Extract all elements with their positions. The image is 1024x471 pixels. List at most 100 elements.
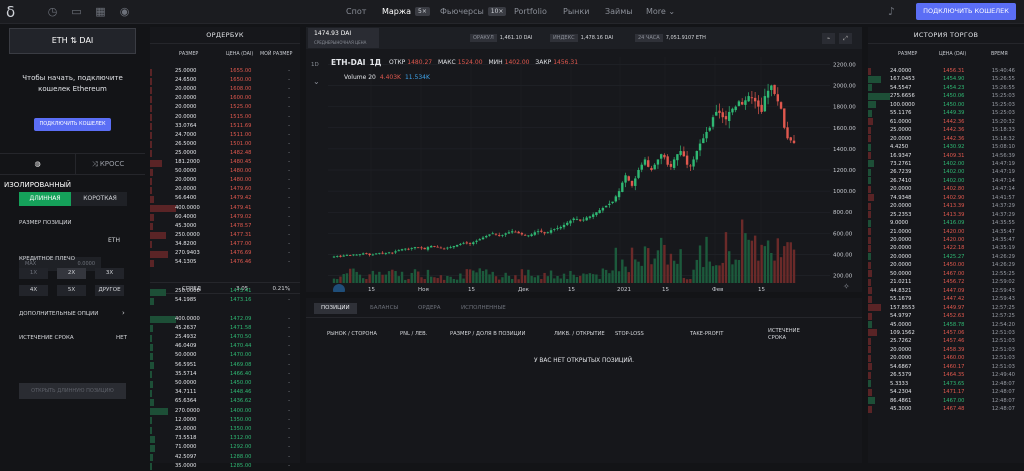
table-row[interactable]: 400.0000 1479.41 -	[150, 205, 300, 213]
table-row[interactable]: 54.9797 1452.63 12:57:25	[868, 312, 1024, 320]
grid-icon[interactable]: ▦	[95, 5, 106, 18]
connect-wallet-small-button[interactable]: ПОДКЛЮЧИТЬ КОШЕЛЕК	[34, 118, 111, 131]
table-row[interactable]: 20.0000 1413.39 14:37:29	[868, 202, 1024, 210]
table-row[interactable]: 20.0000 1425.27 14:26:29	[868, 253, 1024, 261]
table-row[interactable]: 42.5097 1288.00 -	[150, 454, 300, 462]
table-row[interactable]: 50.0000 1450.00 -	[150, 380, 300, 388]
table-row[interactable]: 250.0000 1473.41 -	[150, 288, 300, 296]
chevron-right-icon[interactable]: ›	[122, 309, 125, 317]
table-row[interactable]: 46.0409 1470.44 -	[150, 343, 300, 351]
table-row[interactable]: 20.0000 1450.00 14:26:29	[868, 261, 1024, 269]
table-row[interactable]: 25.0000 1482.48 -	[150, 150, 300, 158]
table-row[interactable]: 21.0211 1456.72 12:59:02	[868, 278, 1024, 286]
table-row[interactable]: 34.7111 1448.46 -	[150, 389, 300, 397]
table-row[interactable]: 25.0000 1442.36 15:18:33	[868, 126, 1024, 134]
indicators-icon[interactable]: ⌁	[822, 33, 835, 44]
table-row[interactable]: 44.8321 1447.09 12:59:43	[868, 287, 1024, 295]
nav-margin[interactable]: Маржа 5×	[382, 0, 430, 24]
leverage-1x[interactable]: 1X	[19, 268, 48, 279]
table-row[interactable]: 33.0764 1511.69 -	[150, 123, 300, 131]
table-row[interactable]: 24.6500 1650.00 -	[150, 77, 300, 85]
table-row[interactable]: 25.0000 1350.00 -	[150, 426, 300, 434]
table-row[interactable]: 20.0000 1460.00 12:51:03	[868, 354, 1024, 362]
table-row[interactable]: 45.3000 1467.48 12:48:07	[868, 405, 1024, 413]
leverage-other[interactable]: ДРУГОЕ	[95, 285, 124, 296]
gamepad-icon[interactable]: ◉	[119, 5, 130, 18]
table-row[interactable]: 21.0000 1420.00 14:35:47	[868, 228, 1024, 236]
nav-markets[interactable]: Рынки	[563, 7, 590, 16]
table-row[interactable]: 9.0000 1416.09 14:35:55	[868, 219, 1024, 227]
tab-positions[interactable]: ПОЗИЦИИ	[314, 303, 357, 314]
price-chart[interactable]: 2200.00 2000.00 1800.00 1600.00 1400.00 1200.…	[306, 49, 862, 292]
table-row[interactable]: 54.1305 1476.46 -	[150, 259, 300, 267]
nav-loans[interactable]: Займы	[605, 7, 633, 16]
table-row[interactable]: 65.6364 1436.62 -	[150, 398, 300, 406]
table-row[interactable]: 109.1562 1457.06 12:51:03	[868, 329, 1024, 337]
table-row[interactable]: 20.0000 1608.00 -	[150, 86, 300, 94]
table-row[interactable]: 34.8200 1477.00 -	[150, 241, 300, 249]
table-row[interactable]: 35.5714 1466.40 -	[150, 371, 300, 379]
table-row[interactable]: 25.0000 1655.00 -	[150, 68, 300, 76]
nav-portfolio[interactable]: Portfolio	[514, 7, 547, 16]
table-row[interactable]: 20.0000 1600.00 -	[150, 95, 300, 103]
table-row[interactable]: 54.1985 1473.16 -	[150, 297, 300, 305]
table-row[interactable]: 56.6400 1479.42 -	[150, 195, 300, 203]
table-row[interactable]: 100.0000 1450.00 15:25:03	[868, 101, 1024, 109]
table-row[interactable]: 56.5951 1469.08 -	[150, 362, 300, 370]
table-row[interactable]: 54.6867 1460.17 12:51:03	[868, 363, 1024, 371]
connect-wallet-button[interactable]: ПОДКЛЮЧИТЬ КОШЕЛЕК	[916, 3, 1016, 20]
table-row[interactable]: 54.2304 1471.17 12:48:07	[868, 388, 1024, 396]
table-row[interactable]: 25.4932 1470.50 -	[150, 334, 300, 342]
tab-cross[interactable]: ⤨ КРОСС	[92, 160, 125, 168]
fullscreen-icon[interactable]: ⤢	[839, 33, 852, 44]
table-row[interactable]: 181.2000 1480.45 -	[150, 159, 300, 167]
table-row[interactable]: 400.0000 1472.09 -	[150, 316, 300, 324]
table-row[interactable]: 20.0000 1422.18 14:35:19	[868, 244, 1024, 252]
table-row[interactable]: 157.8553 1449.97 12:57:25	[868, 304, 1024, 312]
long-button[interactable]: ДЛИННАЯ	[19, 192, 71, 206]
tab-isolated[interactable]: ◍ ИЗОЛИРОВАННЫЙ	[0, 154, 76, 189]
history-icon[interactable]: ◷	[47, 5, 58, 18]
nav-futures[interactable]: Фьючерсы 10×	[440, 0, 507, 24]
extra-options[interactable]: ДОПОЛНИТЕЛЬНЫЕ ОПЦИИ	[19, 311, 99, 317]
table-row[interactable]: 20.0000 1479.60 -	[150, 186, 300, 194]
table-row[interactable]: 20.0000 1442.36 15:18:32	[868, 135, 1024, 143]
table-row[interactable]: 74.9348 1402.90 14:41:57	[868, 194, 1024, 202]
interval-menu[interactable]: 1D	[311, 62, 319, 68]
table-row[interactable]: 50.0000 1470.00 -	[150, 352, 300, 360]
leverage-4x[interactable]: 4X	[19, 285, 48, 296]
nav-spot[interactable]: Спот	[346, 7, 367, 16]
pair-selector[interactable]: ETH ⇅ DAI	[9, 28, 136, 54]
table-row[interactable]: 54.5547 1454.23 15:26:55	[868, 84, 1024, 92]
table-row[interactable]: 26.7239 1402.00 14:47:19	[868, 168, 1024, 176]
collapse-icon[interactable]: ⌄	[313, 77, 320, 86]
bell-icon[interactable]: ♪	[887, 5, 896, 18]
table-row[interactable]: 35.0000 1285.00 -	[150, 463, 300, 471]
table-row[interactable]: 25.7262 1457.46 12:51:03	[868, 337, 1024, 345]
table-row[interactable]: 20.0000 1458.39 12:51:03	[868, 346, 1024, 354]
table-row[interactable]: 61.0000 1442.36 15:20:32	[868, 118, 1024, 126]
tab-orders[interactable]: ОРДЕРА	[418, 305, 441, 311]
table-row[interactable]: 270.9403 1476.69 -	[150, 250, 300, 258]
table-row[interactable]: 16.9347 1409.31 14:56:39	[868, 152, 1024, 160]
leverage-3x[interactable]: 3X	[95, 268, 124, 279]
table-row[interactable]: 167.0453 1454.90 15:26:55	[868, 75, 1024, 83]
table-row[interactable]: 20.0000 1515.00 -	[150, 114, 300, 122]
table-row[interactable]	[150, 306, 300, 314]
table-row[interactable]: 50.0000 1467.00 12:55:25	[868, 270, 1024, 278]
size-input[interactable]: MAX 0.0000	[19, 257, 101, 271]
table-row[interactable]: 20.0000 1402.80 14:47:14	[868, 185, 1024, 193]
leverage-2x[interactable]: 2X	[57, 268, 86, 279]
tab-fills[interactable]: ИСПОЛНЕННЫЕ	[461, 305, 506, 311]
table-row[interactable]: 270.0000 1400.00 -	[150, 408, 300, 416]
table-row[interactable]: 5.3333 1473.65 12:48:07	[868, 380, 1024, 388]
terminal-icon[interactable]: ▭	[71, 5, 82, 18]
table-row[interactable]: 26.7410 1402.00 14:47:14	[868, 177, 1024, 185]
table-row[interactable]: 45.3000 1478.57 -	[150, 223, 300, 231]
table-row[interactable]: 20.0000 1420.00 14:35:47	[868, 236, 1024, 244]
table-row[interactable]: 12.0000 1350.00 -	[150, 417, 300, 425]
open-position-button[interactable]: ОТКРЫТЬ ДЛИННУЮ ПОЗИЦИЮ	[19, 383, 126, 399]
table-row[interactable]: 26.5000 1501.00 -	[150, 141, 300, 149]
size-max[interactable]: MAX	[25, 261, 37, 267]
table-row[interactable]: 24.0000 1456.31 15:40:46	[868, 67, 1024, 75]
